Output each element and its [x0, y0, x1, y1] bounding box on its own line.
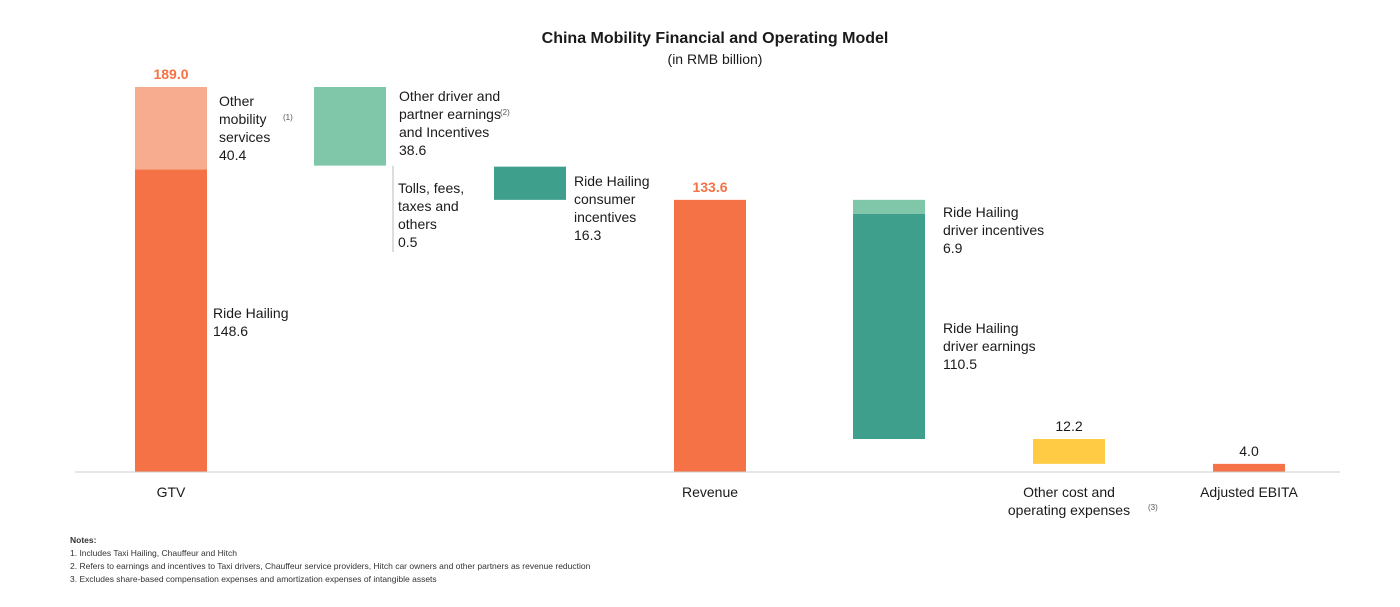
note-3: 3. Excludes share-based compensation exp… [70, 574, 437, 584]
bar-gtv-2 [135, 87, 207, 170]
label-tolls-1-line-4: 0.5 [398, 234, 418, 250]
label-gtv-2-line-4: 40.4 [219, 147, 246, 163]
label-consumer-incentives-1-line-2: consumer [574, 191, 636, 207]
value-label-other-cost: 12.2 [1055, 418, 1082, 434]
label-other-driver-1-line-4: 38.6 [399, 142, 426, 158]
bar-gtv-1 [135, 169, 207, 472]
label-driver-2-line-3: 110.5 [943, 356, 977, 372]
label-driver-1-line-3: 6.9 [943, 240, 963, 256]
label-gtv-1-line-1: Ride Hailing [213, 305, 288, 321]
category-gtv: GTV [157, 484, 186, 500]
value-label-gtv: 189.0 [153, 66, 188, 82]
waterfall-chart: China Mobility Financial and Operating M… [75, 30, 1340, 518]
category-ebita: Adjusted EBITA [1200, 484, 1298, 500]
label-gtv-1-line-2: 148.6 [213, 323, 248, 339]
bar-revenue-1 [674, 199, 746, 472]
category-revenue: Revenue [682, 484, 738, 500]
label-gtv-2-line-1: Other [219, 93, 254, 109]
label-consumer-incentives-1-line-1: Ride Hailing [574, 173, 649, 189]
label-consumer-incentives-1-line-3: incentives [574, 209, 636, 225]
bar-driver-1 [853, 199, 925, 214]
label-tolls-1-line-2: taxes and [398, 198, 459, 214]
notes-heading: Notes: [70, 535, 97, 545]
label-tolls-1-line-3: others [398, 216, 437, 232]
label-consumer-incentives-1-line-4: 16.3 [574, 227, 601, 243]
label-driver-2-line-1: Ride Hailing [943, 320, 1018, 336]
category-other-cost-line-1: Other cost and [1023, 484, 1115, 500]
note-2: 2. Refers to earnings and incentives to … [70, 561, 591, 571]
label-gtv-2-line-3: services [219, 129, 270, 145]
label-driver-1-line-2: driver incentives [943, 222, 1044, 238]
chart-subtitle: (in RMB billion) [668, 51, 763, 67]
label-other-driver-1-line-2: partner earnings [399, 106, 501, 122]
label-driver-1-line-1: Ride Hailing [943, 204, 1018, 220]
notes-section: Notes: 1. Includes Taxi Hailing, Chauffe… [70, 534, 590, 586]
bar-other-cost-1 [1033, 439, 1105, 464]
chart-title: China Mobility Financial and Operating M… [542, 30, 889, 47]
value-label-revenue: 133.6 [692, 179, 727, 195]
note-ref-gtv: (1) [283, 113, 293, 122]
label-driver-2-line-2: driver earnings [943, 338, 1036, 354]
bars-layer [135, 87, 1285, 472]
label-tolls-1-line-1: Tolls, fees, [398, 180, 464, 196]
label-other-driver-1-line-1: Other driver and [399, 88, 500, 104]
category-other-cost-line-2: operating expenses [1008, 502, 1130, 518]
note-ref-other-cost-category: (3) [1148, 503, 1158, 512]
label-other-driver-1-line-3: and Incentives [399, 124, 489, 140]
note-ref-other-driver: (2) [500, 108, 510, 117]
note-1: 1. Includes Taxi Hailing, Chauffeur and … [70, 548, 237, 558]
bar-driver-2 [853, 213, 925, 439]
bar-consumer-incentives-1 [494, 166, 566, 200]
bar-ebita-1 [1213, 463, 1285, 472]
bar-other-driver-1 [314, 87, 386, 166]
value-label-ebita: 4.0 [1239, 443, 1259, 459]
label-gtv-2-line-2: mobility [219, 111, 266, 127]
labels-layer: Ride Hailing 148.6 Other mobility services 40… [153, 66, 1298, 518]
